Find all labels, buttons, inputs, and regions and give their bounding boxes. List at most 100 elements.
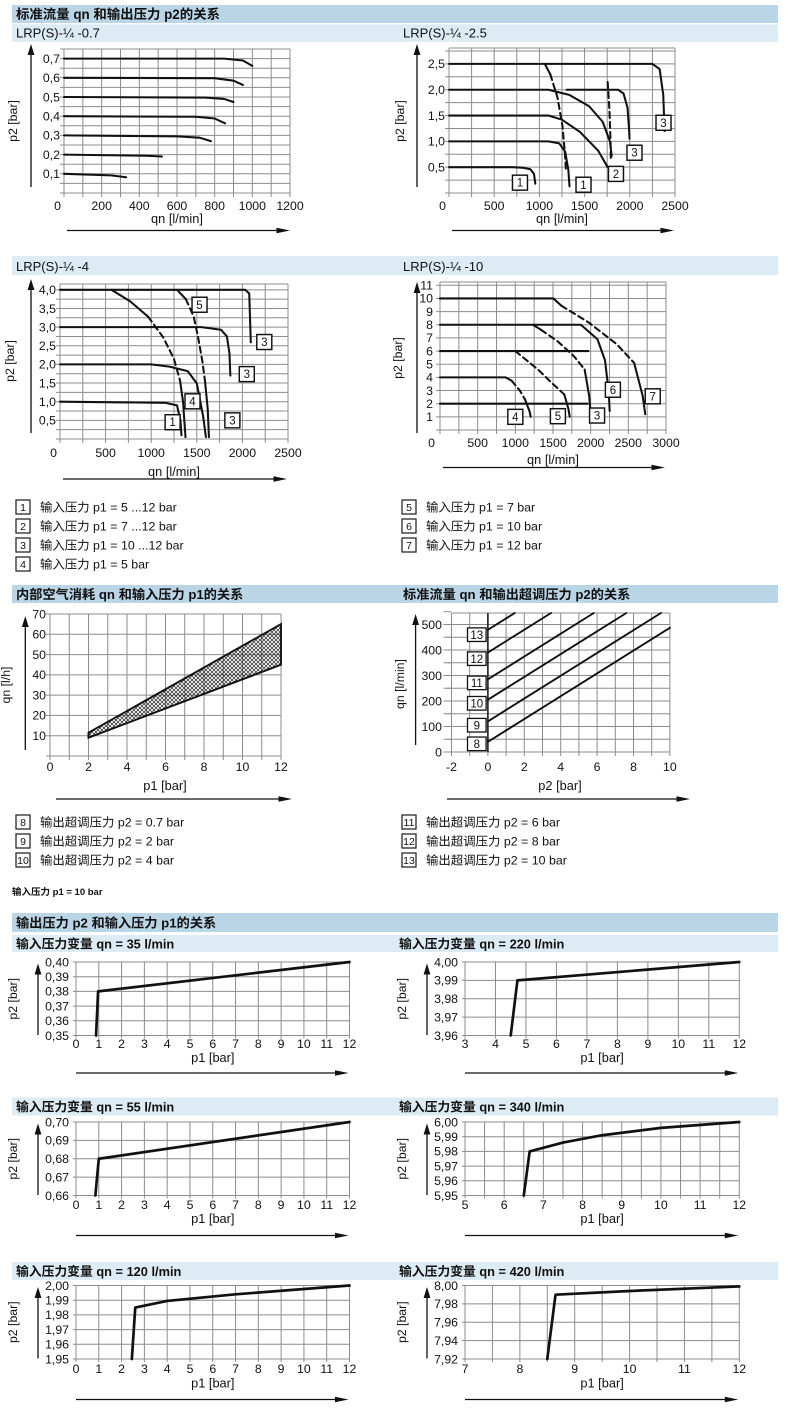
- svg-text:600: 600: [167, 199, 188, 213]
- svg-text:p2 [bar]: p2 [bar]: [6, 1301, 20, 1343]
- svg-text:2000: 2000: [229, 446, 257, 460]
- svg-text:qn [l/min]: qn [l/min]: [148, 464, 200, 479]
- svg-text:500: 500: [421, 618, 442, 632]
- svg-text:8: 8: [516, 1362, 523, 1376]
- svg-text:5,96: 5,96: [434, 1174, 458, 1188]
- svg-text:5: 5: [555, 411, 561, 423]
- svg-text:2: 2: [85, 760, 92, 774]
- svg-text:p2 [bar]: p2 [bar]: [391, 337, 405, 379]
- svg-text:3,97: 3,97: [434, 1010, 458, 1024]
- svg-text:20: 20: [32, 709, 46, 723]
- svg-text:12: 12: [343, 1362, 357, 1376]
- svg-text:p1 [bar]: p1 [bar]: [143, 778, 186, 793]
- svg-text:200: 200: [91, 199, 112, 213]
- svg-text:p1 = 10 bar: p1 = 10 bar: [476, 520, 542, 534]
- svg-text:5: 5: [187, 1362, 194, 1376]
- svg-text:qn [l/h]: qn [l/h]: [0, 667, 13, 704]
- svg-text:1: 1: [169, 417, 175, 429]
- svg-text:1,5: 1,5: [39, 376, 56, 390]
- svg-text:6: 6: [209, 1198, 216, 1212]
- svg-text:1: 1: [95, 1037, 102, 1051]
- svg-text:p2 = 4 bar: p2 = 4 bar: [114, 854, 174, 868]
- svg-text:6: 6: [553, 1037, 560, 1051]
- svg-text:1000: 1000: [502, 436, 530, 450]
- svg-text:11: 11: [320, 1362, 333, 1376]
- svg-text:qn [l/min]: qn [l/min]: [536, 211, 588, 226]
- svg-text:200: 200: [421, 694, 442, 708]
- svg-text:3: 3: [141, 1362, 148, 1376]
- svg-text:0,69: 0,69: [45, 1134, 69, 1148]
- svg-text:13: 13: [470, 630, 483, 642]
- svg-text:5: 5: [426, 358, 433, 372]
- svg-text:2500: 2500: [615, 436, 643, 450]
- svg-text:3: 3: [141, 1037, 148, 1051]
- svg-text:0,1: 0,1: [43, 167, 60, 181]
- svg-text:6: 6: [426, 344, 433, 358]
- svg-text:11: 11: [320, 1037, 333, 1051]
- svg-text:10: 10: [419, 292, 433, 306]
- svg-text:1500: 1500: [539, 436, 567, 450]
- svg-text:p2 [bar]: p2 [bar]: [395, 1301, 409, 1343]
- svg-text:qn = 340 l/min: qn = 340 l/min: [476, 1099, 565, 1114]
- svg-text:500: 500: [95, 446, 116, 460]
- svg-text:1000: 1000: [138, 446, 166, 460]
- svg-text:qn [l/min]: qn [l/min]: [151, 211, 203, 226]
- svg-text:p1 = 5 ...12 bar: p1 = 5 ...12 bar: [90, 501, 177, 515]
- svg-text:40: 40: [32, 668, 46, 682]
- svg-text:1,95: 1,95: [45, 1352, 69, 1366]
- svg-text:3: 3: [261, 337, 267, 349]
- svg-text:4: 4: [426, 371, 433, 385]
- svg-text:4: 4: [164, 1198, 171, 1212]
- svg-text:10: 10: [236, 760, 250, 774]
- svg-text:p2 = 0.7 bar: p2 = 0.7 bar: [114, 816, 184, 830]
- svg-text:1500: 1500: [571, 199, 599, 213]
- svg-text:4: 4: [164, 1362, 171, 1376]
- svg-text:12: 12: [343, 1037, 357, 1051]
- svg-text:1: 1: [95, 1362, 102, 1376]
- svg-text:5,97: 5,97: [434, 1159, 458, 1173]
- svg-text:7,94: 7,94: [434, 1334, 458, 1348]
- svg-text:13: 13: [403, 855, 415, 867]
- svg-text:5,99: 5,99: [434, 1130, 458, 1144]
- svg-text:4: 4: [557, 760, 564, 774]
- svg-text:8: 8: [255, 1362, 262, 1376]
- svg-text:0,39: 0,39: [45, 970, 69, 984]
- svg-text:p1 = 5 bar: p1 = 5 bar: [90, 558, 150, 572]
- svg-text:2000: 2000: [616, 199, 644, 213]
- svg-text:0,3: 0,3: [43, 129, 60, 143]
- svg-text:0,35: 0,35: [45, 1029, 69, 1043]
- svg-text:2: 2: [426, 397, 433, 411]
- svg-text:0: 0: [73, 1198, 80, 1212]
- svg-text:5,98: 5,98: [434, 1145, 458, 1159]
- svg-text:6: 6: [209, 1037, 216, 1051]
- svg-text:12: 12: [403, 836, 415, 848]
- svg-text:1: 1: [517, 178, 523, 190]
- svg-text:1,0: 1,0: [428, 135, 445, 149]
- svg-text:p1 [bar]: p1 [bar]: [191, 1376, 234, 1391]
- svg-text:3,0: 3,0: [39, 320, 56, 334]
- svg-text:p2: p2: [160, 7, 179, 22]
- svg-text:0,5: 0,5: [39, 414, 56, 428]
- svg-text:9: 9: [474, 720, 480, 732]
- svg-text:2: 2: [118, 1362, 125, 1376]
- svg-text:4: 4: [124, 760, 131, 774]
- svg-text:60: 60: [32, 628, 46, 642]
- svg-text:10: 10: [470, 698, 483, 710]
- svg-text:7: 7: [406, 540, 412, 552]
- svg-text:p2 = 6 bar: p2 = 6 bar: [500, 816, 560, 830]
- svg-text:0: 0: [428, 436, 435, 450]
- svg-text:p1: p1: [185, 587, 204, 602]
- svg-text:2: 2: [521, 760, 528, 774]
- svg-text:1: 1: [426, 410, 433, 424]
- svg-text:400: 400: [129, 199, 150, 213]
- svg-text:qn [l/min]: qn [l/min]: [527, 452, 579, 467]
- svg-text:1,99: 1,99: [45, 1294, 69, 1308]
- svg-text:4: 4: [512, 412, 519, 424]
- svg-text:0,5: 0,5: [43, 90, 60, 104]
- svg-text:10: 10: [17, 855, 29, 867]
- svg-text:4,0: 4,0: [39, 283, 56, 297]
- svg-text:2: 2: [118, 1037, 125, 1051]
- svg-text:1,96: 1,96: [45, 1338, 69, 1352]
- svg-text:10: 10: [297, 1362, 311, 1376]
- svg-text:p2 [bar]: p2 [bar]: [6, 1138, 20, 1180]
